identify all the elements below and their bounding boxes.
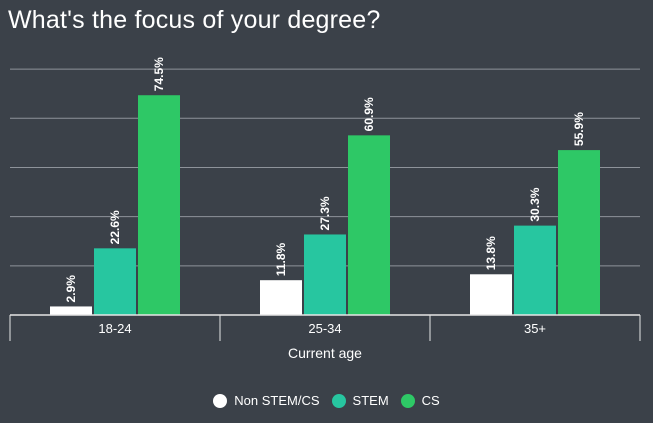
- bar-non-stem-cs-25-34: [260, 280, 302, 315]
- bar-stem-18-24: [94, 248, 136, 315]
- value-label: 55.9%: [572, 112, 586, 146]
- bar-cs-18-24: [138, 95, 180, 315]
- bar-stem-35+: [514, 225, 556, 315]
- bars: [50, 95, 600, 315]
- chart-title: What's the focus of your degree?: [8, 6, 381, 34]
- x-axis-label: Current age: [288, 345, 362, 361]
- value-label: 22.6%: [108, 210, 122, 244]
- bar-cs-25-34: [348, 135, 390, 315]
- bar-non-stem-cs-18-24: [50, 306, 92, 315]
- legend-item-stem[interactable]: STEM: [331, 393, 389, 408]
- value-label: 27.3%: [318, 196, 332, 230]
- legend-label: CS: [421, 393, 440, 408]
- value-label: 2.9%: [64, 275, 78, 303]
- legend-item-cs[interactable]: CS: [400, 393, 440, 408]
- value-label: 11.8%: [274, 242, 288, 276]
- bar-cs-35+: [558, 150, 600, 315]
- legend-item-non-stem-cs[interactable]: Non STEM/CS: [213, 393, 320, 408]
- legend-swatch-icon: [400, 393, 415, 408]
- x-tick-label: 18-24: [98, 321, 131, 336]
- legend-label: Non STEM/CS: [234, 393, 320, 408]
- bar-stem-25-34: [304, 234, 346, 315]
- bar-non-stem-cs-35+: [470, 274, 512, 315]
- value-label: 74.5%: [152, 57, 166, 91]
- legend-swatch-icon: [331, 393, 346, 408]
- legend-label: STEM: [352, 393, 389, 408]
- x-tick-label: 35+: [524, 321, 546, 336]
- x-tick-label: 25-34: [308, 321, 341, 336]
- value-label: 13.8%: [484, 236, 498, 270]
- legend: Non STEM/CS STEM CS: [0, 393, 653, 408]
- legend-swatch-icon: [213, 393, 228, 408]
- x-axis: 18-24 25-34 35+: [9, 314, 641, 341]
- value-label: 30.3%: [528, 187, 542, 221]
- value-label: 60.9%: [362, 97, 376, 131]
- value-labels: 2.9% 22.6% 74.5% 11.8% 27.3% 60.9% 13.8% 30.3% 5…: [64, 57, 586, 303]
